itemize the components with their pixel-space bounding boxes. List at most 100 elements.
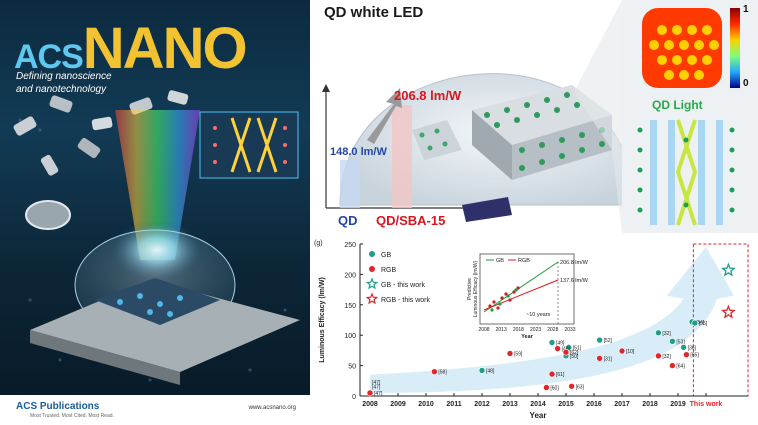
led-chip-base <box>30 280 300 372</box>
rgb-point <box>669 362 676 369</box>
legend-label: RGB <box>381 267 397 274</box>
journal-cover: ACSNANO Defining nanoscience and nanotec… <box>0 0 310 425</box>
cover-brand-acs: ACS <box>14 38 84 76</box>
point-ref: [55] <box>699 321 708 327</box>
inset-value-rgb: 137.6 lm/W <box>560 278 589 284</box>
point-ref: [65] <box>690 353 699 359</box>
cover-url: www.acsnano.org <box>248 405 296 411</box>
heatmap-hotspots <box>649 25 719 80</box>
point-ref: [36] <box>688 345 697 351</box>
point-ref: [59] <box>514 351 523 357</box>
legend-marker <box>369 251 375 257</box>
light-beam <box>115 110 200 260</box>
point-ref: [47] <box>372 385 381 391</box>
this-work-star <box>721 262 736 277</box>
rgb-point <box>543 384 550 391</box>
x-tick-label: 2018 <box>642 401 658 408</box>
point-ref: [64] <box>676 364 685 370</box>
led-title: QD white LED <box>324 4 424 21</box>
inset-rgb-point <box>504 292 508 296</box>
inset-ten-years: ~10 years <box>526 312 551 318</box>
x-tick-label: 2008 <box>362 401 378 408</box>
rgb-point <box>562 348 570 356</box>
x-tick-label: 2012 <box>474 401 490 408</box>
x-tick-label: 2013 <box>502 401 518 408</box>
legend-marker <box>369 266 375 272</box>
rgb-point <box>618 347 626 355</box>
point-ref: [54] <box>696 320 705 326</box>
inset-gb-line <box>483 261 559 313</box>
y-tick-label: 200 <box>344 272 356 279</box>
point-ref: [53] <box>676 339 685 345</box>
inset-y-label-2: Luminous Efficacy (lm/W) <box>473 260 479 317</box>
point-ref: [52] <box>604 338 613 344</box>
gb-point <box>680 344 687 351</box>
quantum-dots-chip <box>117 293 183 317</box>
cover-footer: ACS Publications Most Trusted. Most Cite… <box>0 395 310 425</box>
gb-point <box>478 367 486 374</box>
superlattice-panel <box>199 111 299 179</box>
panel-label: (g) <box>314 240 323 247</box>
legend-label: RGB - this work <box>381 297 431 304</box>
x-tick-label: 2011 <box>446 401 461 408</box>
point-ref: [61] <box>556 372 565 378</box>
point-ref: [58] <box>438 370 447 376</box>
trend-arrow <box>370 247 734 393</box>
led-y-axis-arrow <box>322 84 330 92</box>
rgb-point <box>554 345 561 352</box>
y-tick-label: 100 <box>344 333 356 340</box>
colorbar-max: 1 <box>743 4 749 15</box>
rgb-point <box>548 370 556 378</box>
inset-x-tick: 2023 <box>530 327 541 333</box>
rgb-point <box>506 350 514 357</box>
legend-marker-star <box>365 277 379 290</box>
y-axis-label: Luminous Efficacy (lm/W) <box>319 277 326 363</box>
value-qd-sba: 206.8 lm/W <box>394 88 462 103</box>
gb-point <box>691 319 699 327</box>
x-tick-label: 2010 <box>418 401 434 408</box>
y-tick-label: 250 <box>344 242 356 249</box>
bar-qd-sba <box>392 105 412 208</box>
efficacy-arrow <box>367 88 402 144</box>
cover-tagline-line2: and nanotechnology <box>16 84 107 95</box>
inset-x-tick: 2008 <box>478 327 489 333</box>
rgb-point <box>655 352 662 360</box>
qd-structure-large <box>472 85 612 180</box>
point-ref: [49] <box>556 340 565 346</box>
inset-rgb-point <box>516 286 520 290</box>
point-ref: [32] <box>662 354 671 360</box>
zoom-connector <box>574 0 622 233</box>
led-chip <box>462 197 512 222</box>
point-ref: [32] <box>662 331 671 337</box>
legend-marker-star <box>365 292 379 305</box>
inset-legend-rgb: RGB <box>518 258 530 264</box>
point-ref: [60] <box>550 385 559 391</box>
point-ref: [48] <box>486 368 495 374</box>
y-tick-label: 0 <box>352 394 356 401</box>
point-ref: [50] <box>570 354 579 360</box>
inset-x-tick: 2033 <box>564 327 575 333</box>
label-qd: QD <box>338 213 358 228</box>
inset-rgb-point <box>512 290 516 294</box>
efficacy-plot: 0 50 100 150 200 250 2008 2009 2010 2011 2012 2013 2… <box>312 236 758 425</box>
point-ref: [10] <box>626 349 635 355</box>
inset-rgb-point <box>500 296 504 300</box>
x-axis-label: Year <box>530 411 547 420</box>
rgb-point <box>568 382 575 390</box>
inset-value-gb: 206.8 lm/W <box>560 260 589 266</box>
led-schematic <box>322 0 758 233</box>
colorbar-min: 0 <box>743 78 749 89</box>
qd-light-lattice <box>637 119 735 226</box>
point-ref: [31] <box>604 356 613 362</box>
value-qd: 148.0 lm/W <box>330 146 387 158</box>
bar-qd <box>340 160 360 208</box>
inset-gb-point <box>490 308 494 312</box>
inset-x-tick: 2018 <box>513 327 524 333</box>
gb-point <box>669 337 676 345</box>
inset-rgb-line <box>483 279 559 311</box>
gb-point <box>596 336 603 344</box>
x-tick-label: 2016 <box>586 401 602 408</box>
point-ref: [47] <box>372 380 381 386</box>
point-ref: [62] <box>570 350 579 356</box>
rgb-point <box>366 389 374 397</box>
